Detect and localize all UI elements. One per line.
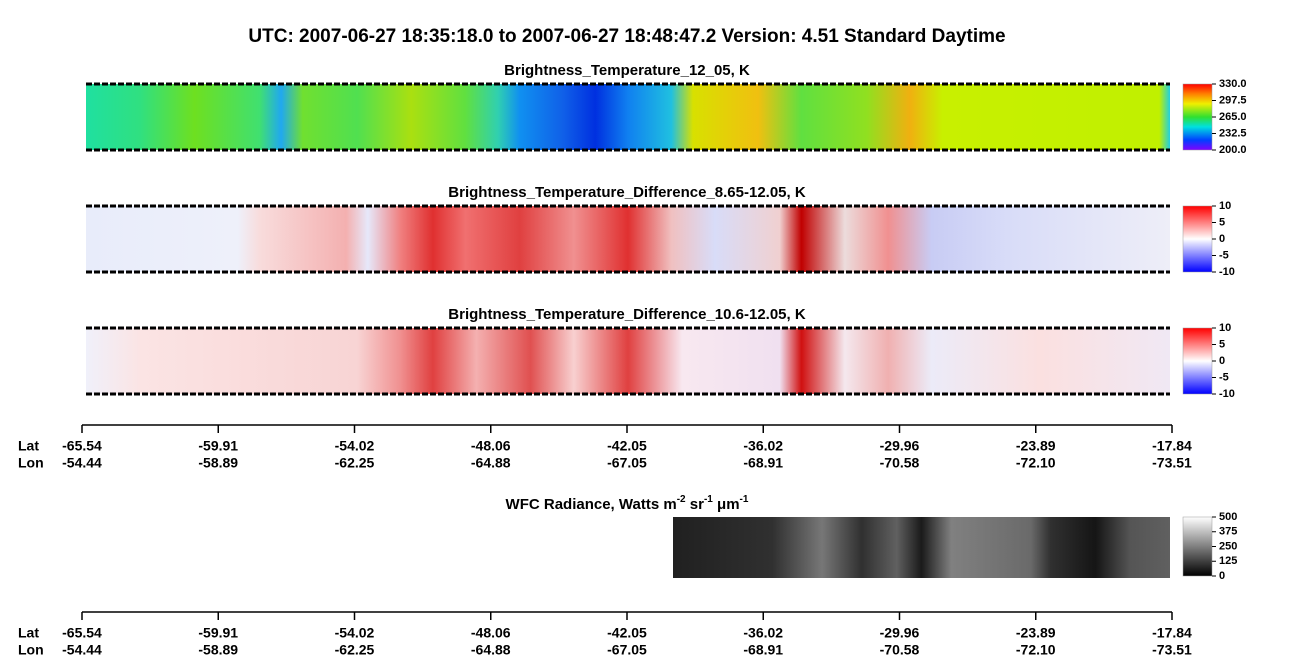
panel-title: Brightness_Temperature_Difference_10.6-1… (448, 306, 806, 323)
colorbar-label: 265.0 (1219, 111, 1247, 123)
colorbar-label: 5 (1219, 338, 1225, 350)
colorbar-label: 0 (1219, 570, 1225, 582)
lat-label: -54.02 (335, 625, 375, 641)
lon-label: -58.89 (198, 455, 238, 471)
colorbar-label: 10 (1219, 322, 1231, 334)
page-title: UTC: 2007-06-27 18:35:18.0 to 2007-06-27… (248, 26, 1005, 47)
colorbar (1182, 516, 1213, 577)
lat-label: -59.91 (198, 438, 238, 454)
panel-title: Brightness_Temperature_12_05, K (504, 62, 750, 79)
panel-title: Brightness_Temperature_Difference_8.65-1… (448, 184, 806, 201)
lon-label: -54.44 (62, 642, 102, 658)
title-part: μm (713, 496, 740, 513)
lon-label: -67.05 (607, 642, 647, 658)
lat-label: -36.02 (743, 625, 783, 641)
image-strip (86, 206, 1170, 272)
lat-label: -29.96 (880, 625, 920, 641)
lat-label: -42.05 (607, 438, 647, 454)
lon-label: -73.51 (1152, 642, 1192, 658)
colorbar-label: 500 (1219, 511, 1237, 523)
panel-title: WFC Radiance, Watts m-2 sr-1 μm-1 (506, 494, 749, 513)
lat-label: -48.06 (471, 625, 511, 641)
colorbar-label: -10 (1219, 388, 1235, 400)
colorbar-label: -5 (1219, 249, 1229, 261)
lon-label: -70.58 (880, 455, 920, 471)
lon-label: -62.25 (335, 642, 375, 658)
lon-label: -64.88 (471, 642, 511, 658)
lat-label: -65.54 (62, 438, 102, 454)
superscript: -2 (677, 494, 686, 505)
lon-label: -68.91 (743, 455, 783, 471)
lon-label: -67.05 (607, 455, 647, 471)
colorbar-label: 5 (1219, 216, 1225, 228)
lat-label: -42.05 (607, 625, 647, 641)
colorbar-label: -5 (1219, 371, 1229, 383)
lon-label: -72.10 (1016, 642, 1056, 658)
colorbar-label: 200.0 (1219, 144, 1247, 156)
lon-label: -68.91 (743, 642, 783, 658)
lat-label: -23.89 (1016, 438, 1056, 454)
lon-label: -73.51 (1152, 455, 1192, 471)
colorbar (1182, 205, 1213, 273)
colorbar-label: -10 (1219, 266, 1235, 278)
axis-label: Lat (18, 625, 39, 641)
colorbar-label: 375 (1219, 526, 1237, 538)
axis-label: Lon (18, 455, 44, 471)
colorbar-label: 125 (1219, 555, 1237, 567)
lon-label: -62.25 (335, 455, 375, 471)
lat-label: -36.02 (743, 438, 783, 454)
lon-label: -58.89 (198, 642, 238, 658)
lat-label: -17.84 (1152, 625, 1192, 641)
colorbar (1182, 83, 1213, 151)
superscript: -1 (740, 494, 749, 505)
lat-label: -54.02 (335, 438, 375, 454)
lon-label: -64.88 (471, 455, 511, 471)
title-part: WFC Radiance, Watts m (506, 496, 677, 513)
colorbar-label: 10 (1219, 200, 1231, 212)
colorbar-label: 0 (1219, 233, 1225, 245)
image-strip (673, 517, 1170, 578)
lat-label: -17.84 (1152, 438, 1192, 454)
lon-label: -72.10 (1016, 455, 1056, 471)
colorbar-label: 297.5 (1219, 94, 1247, 106)
lat-label: -48.06 (471, 438, 511, 454)
lon-label: -54.44 (62, 455, 102, 471)
lat-label: -23.89 (1016, 625, 1056, 641)
lat-label: -65.54 (62, 625, 102, 641)
axis-label: Lat (18, 438, 39, 454)
colorbar-label: 0 (1219, 355, 1225, 367)
colorbar-label: 250 (1219, 540, 1237, 552)
colorbar (1182, 327, 1213, 395)
superscript: -1 (704, 494, 713, 505)
title-part: sr (686, 496, 705, 513)
lat-label: -59.91 (198, 625, 238, 641)
axis-label: Lon (18, 642, 44, 658)
image-strip (86, 328, 1170, 394)
image-strip (86, 84, 1170, 150)
lon-label: -70.58 (880, 642, 920, 658)
lat-label: -29.96 (880, 438, 920, 454)
colorbar-label: 330.0 (1219, 78, 1247, 90)
colorbar-label: 232.5 (1219, 127, 1247, 139)
